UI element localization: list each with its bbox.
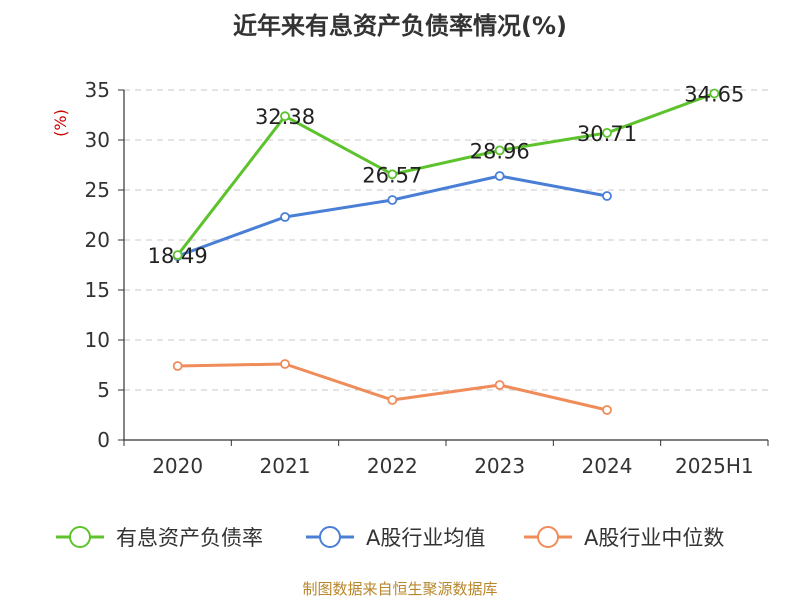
legend-marker [319, 526, 341, 548]
x-tick-label: 2024 [582, 454, 633, 478]
data-point [387, 195, 398, 205]
source-note: 制图数据来自恒生聚源数据库 [302, 580, 498, 598]
series-line [176, 92, 715, 257]
data-point [387, 395, 398, 405]
series-line [177, 174, 608, 258]
y-tick-label: 0 [97, 428, 110, 452]
data-point [709, 88, 720, 99]
data-label: 18.49 [148, 244, 208, 268]
x-tick-label: 2021 [260, 454, 311, 478]
y-tick-label: 10 [85, 328, 110, 352]
data-label: 26.57 [362, 163, 422, 187]
data-point [602, 405, 612, 415]
legend-label: A股行业均值 [366, 526, 485, 550]
y-tick-label: 25 [85, 178, 110, 202]
data-point [280, 359, 290, 369]
data-point [172, 250, 183, 261]
data-point [387, 169, 398, 180]
x-tick-label: 2023 [474, 454, 525, 478]
data-label: 32.38 [255, 105, 315, 129]
x-tick-label: 2025H1 [675, 454, 754, 478]
y-tick-label: 20 [85, 228, 110, 252]
legend-label: 有息资产负债率 [116, 526, 263, 550]
data-point [494, 145, 505, 156]
chart-title: 近年来有息资产负债率情况(%) [233, 12, 567, 40]
y-tick-label: 15 [85, 278, 110, 302]
data-point [280, 212, 290, 222]
legend-marker [537, 526, 559, 548]
legend-marker [69, 526, 91, 548]
y-tick-label: 35 [85, 78, 110, 102]
x-tick-label: 2020 [152, 454, 203, 478]
data-point [494, 380, 505, 390]
y-axis-label: (%) [51, 109, 70, 137]
data-point [280, 111, 290, 122]
data-label: 28.96 [470, 139, 530, 163]
legend-label: A股行业中位数 [584, 526, 724, 550]
data-point [494, 171, 505, 181]
data-point [172, 361, 183, 371]
data-label: 30.71 [577, 122, 637, 146]
data-point [602, 191, 612, 201]
x-tick-label: 2022 [367, 454, 418, 478]
data-label: 34.65 [684, 83, 744, 107]
data-point [602, 127, 612, 138]
y-tick-label: 5 [97, 378, 110, 402]
y-tick-label: 30 [85, 128, 110, 152]
